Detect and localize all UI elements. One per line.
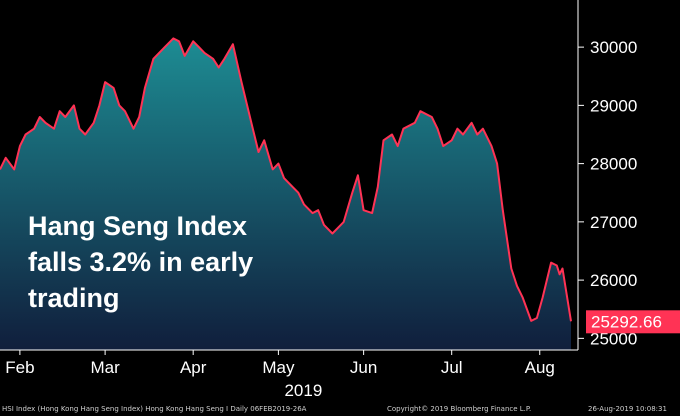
last-value-label: 25292.66: [591, 312, 662, 331]
y-tick-label: 26000: [590, 271, 637, 290]
x-tick-label: Feb: [5, 358, 34, 377]
x-tick-label: Jul: [441, 358, 463, 377]
headline: Hang Seng Index falls 3.2% in early trad…: [28, 208, 348, 316]
headline-line-3: trading: [28, 283, 120, 313]
footer-bar: HSI Index (Hong Kong Hang Seng Index) Ho…: [0, 402, 680, 416]
y-tick-label: 27000: [590, 213, 637, 232]
x-tick-label: Aug: [525, 358, 555, 377]
x-axis-label: 2019: [284, 381, 322, 400]
series-line: [0, 37, 572, 322]
headline-line-2: falls 3.2% in early: [28, 247, 254, 277]
y-tick-label: 25000: [590, 329, 637, 348]
footer-source: HSI Index (Hong Kong Hang Seng Index) Ho…: [2, 405, 307, 413]
y-tick-label: 30000: [590, 38, 637, 57]
y-tick-label: 29000: [590, 96, 637, 115]
footer-timestamp: 26-Aug-2019 10:08:31: [588, 405, 667, 413]
x-tick-label: Jun: [350, 358, 377, 377]
headline-line-1: Hang Seng Index: [28, 211, 248, 241]
last-value-badge: [586, 310, 680, 334]
x-tick-label: May: [262, 358, 295, 377]
x-tick-label: Apr: [180, 358, 207, 377]
y-tick-label: 28000: [590, 155, 637, 174]
x-tick-label: Mar: [90, 358, 120, 377]
footer-copyright: Copyright© 2019 Bloomberg Finance L.P.: [387, 405, 532, 413]
